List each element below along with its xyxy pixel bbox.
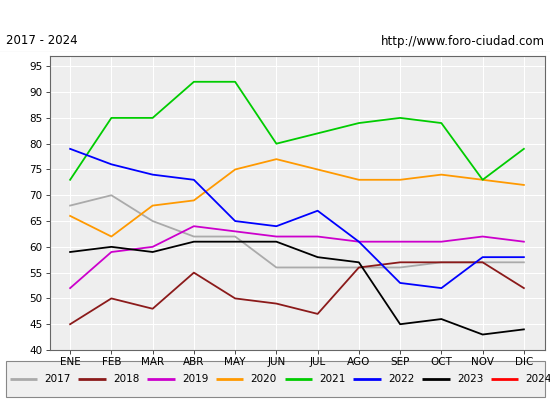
Text: 2024: 2024: [525, 374, 550, 384]
Text: 2019: 2019: [182, 374, 208, 384]
Text: http://www.foro-ciudad.com: http://www.foro-ciudad.com: [381, 34, 544, 48]
Text: 2017: 2017: [44, 374, 70, 384]
Text: Evolucion del paro registrado en Relleu: Evolucion del paro registrado en Relleu: [125, 8, 425, 22]
Text: 2023: 2023: [456, 374, 483, 384]
Text: 2022: 2022: [388, 374, 414, 384]
Text: 2021: 2021: [319, 374, 345, 384]
Text: 2017 - 2024: 2017 - 2024: [6, 34, 77, 48]
Text: 2020: 2020: [251, 374, 277, 384]
Text: 2018: 2018: [113, 374, 139, 384]
